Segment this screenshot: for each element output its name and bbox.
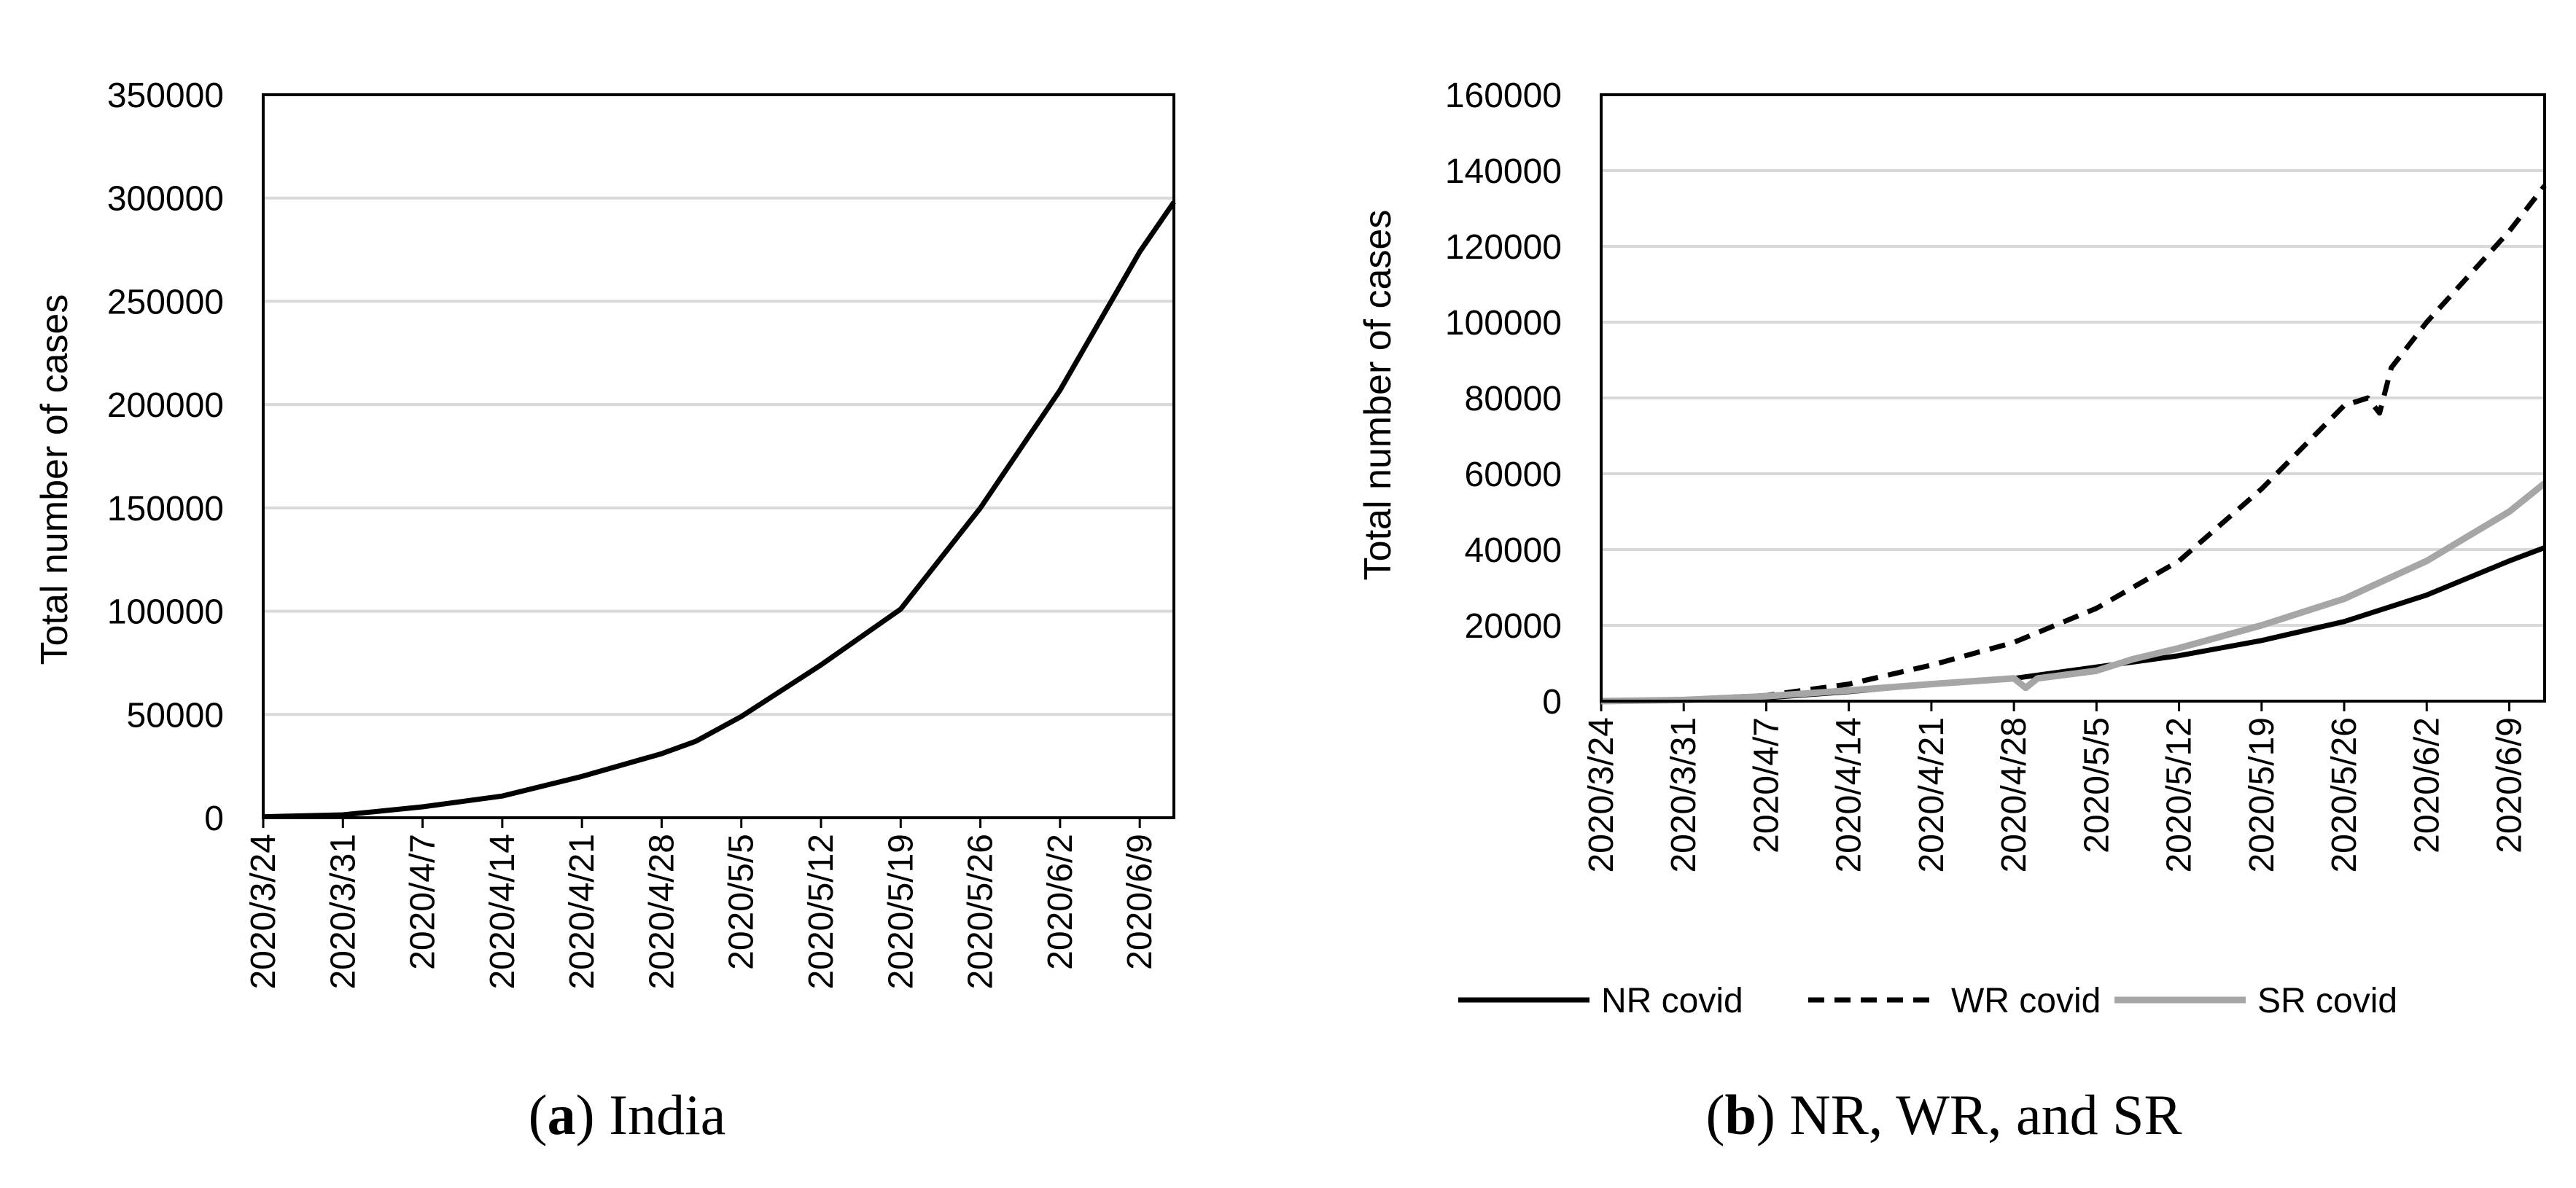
series-line-wr-covid [1600,184,2547,704]
x-tick-label-a: 2020/5/12 [802,834,841,990]
y-axis-label-a: Total number of cases [34,294,76,665]
y-tick-label-b: 140000 [1445,152,1562,191]
x-tick-label-a: 2020/3/31 [324,834,362,990]
x-tick-label-b: 2020/4/28 [1995,717,2034,873]
series-a [262,200,1176,820]
x-tick-label-a: 2020/4/21 [563,834,602,990]
x-ticks-a: 2020/3/24 2020/3/31 2020/4/7 2020/4/14 2020/… [244,818,1159,990]
series-line-a-0 [262,200,1176,820]
y-tick-label-b: 100000 [1445,304,1562,343]
x-tick-label-a: 2020/6/2 [1041,834,1080,970]
x-tick-label-b: 2020/6/2 [2408,717,2446,853]
y-tick-label-a: 250000 [107,283,224,321]
x-tick-label-b: 2020/6/9 [2490,717,2529,853]
caption-a: (a) India [529,1083,726,1146]
x-tick-label-a: 2020/5/19 [882,834,920,990]
plot-frame-a [262,93,1175,819]
y-tick-label-b: 120000 [1445,228,1562,267]
caption-b-letter: b [1724,1083,1756,1146]
x-tick-label-b: 2020/4/7 [1747,717,1786,853]
x-tick-label-a: 2020/4/28 [642,834,681,990]
x-tick-label-b: 2020/4/14 [1830,717,1869,873]
y-tick-label-a: 350000 [107,77,224,115]
x-tick-label-b: 2020/3/24 [1582,717,1621,873]
y-tick-label-a: 150000 [107,490,224,528]
legend-label-nr-covid: NR covid [1601,982,1743,1020]
grid-a [263,196,1174,716]
y-tick-label-b: 80000 [1465,380,1562,418]
x-tick-label-b: 2020/5/5 [2077,717,2116,853]
y-tick-label-a: 200000 [107,386,224,425]
caption-a-letter: a [548,1083,576,1146]
legend-label-sr-covid: SR covid [2257,982,2397,1020]
y-tick-label-b: 160000 [1445,77,1562,115]
y-tick-label-a: 300000 [107,180,224,219]
x-tick-label-a: 2020/4/14 [483,834,522,990]
x-tick-label-a: 2020/4/7 [404,834,443,970]
caption-a-text: India [595,1083,726,1146]
y-tick-label-a: 50000 [127,696,224,735]
x-tick-label-b: 2020/5/12 [2160,717,2199,873]
y-tick-label-a: 100000 [107,593,224,632]
x-ticks-b: 2020/3/24 2020/3/31 2020/4/7 2020/4/14 2020/… [1582,701,2529,873]
caption-b: (b) NR, WR, and SR [1706,1083,2182,1146]
y-axis-label-b: Total number of cases [1357,210,1399,581]
y-tick-label-b: 40000 [1465,531,1562,570]
y-tick-label-b: 0 [1542,683,1562,722]
x-tick-label-a: 2020/5/26 [962,834,1000,990]
x-tick-label-b: 2020/5/26 [2325,717,2364,873]
x-tick-label-a: 2020/5/5 [723,834,761,970]
plot-frame-b [1600,93,2546,703]
y-tick-label-b: 20000 [1465,607,1562,646]
series-line-sr-covid [1600,480,2547,705]
y-tick-label-a: 0 [204,800,224,838]
panel-b: 0 20000 40000 60000 80000 100000 120000 140000 1… [1357,77,2547,1146]
x-tick-label-b: 2020/4/21 [1912,717,1951,873]
x-tick-label-b: 2020/5/19 [2243,717,2281,873]
panel-a: 0 50000 100000 150000 200000 250000 300000 3500… [34,77,1176,1146]
legend-b: NR covid WR covid SR covid [1458,982,2397,1020]
y-ticks-b: 0 20000 40000 60000 80000 100000 120000 140000 1… [1445,77,1562,722]
y-ticks-a: 0 50000 100000 150000 200000 250000 300000 3500… [107,77,224,838]
x-tick-label-a: 2020/6/9 [1121,834,1159,970]
grid-b [1601,169,2545,627]
x-tick-label-a: 2020/3/24 [244,834,283,990]
legend-label-wr-covid: WR covid [1951,982,2101,1020]
caption-b-text: NR, WR, and SR [1775,1083,2182,1146]
x-tick-label-b: 2020/3/31 [1665,717,1703,873]
series-b [1600,184,2547,705]
y-tick-label-b: 60000 [1465,456,1562,494]
